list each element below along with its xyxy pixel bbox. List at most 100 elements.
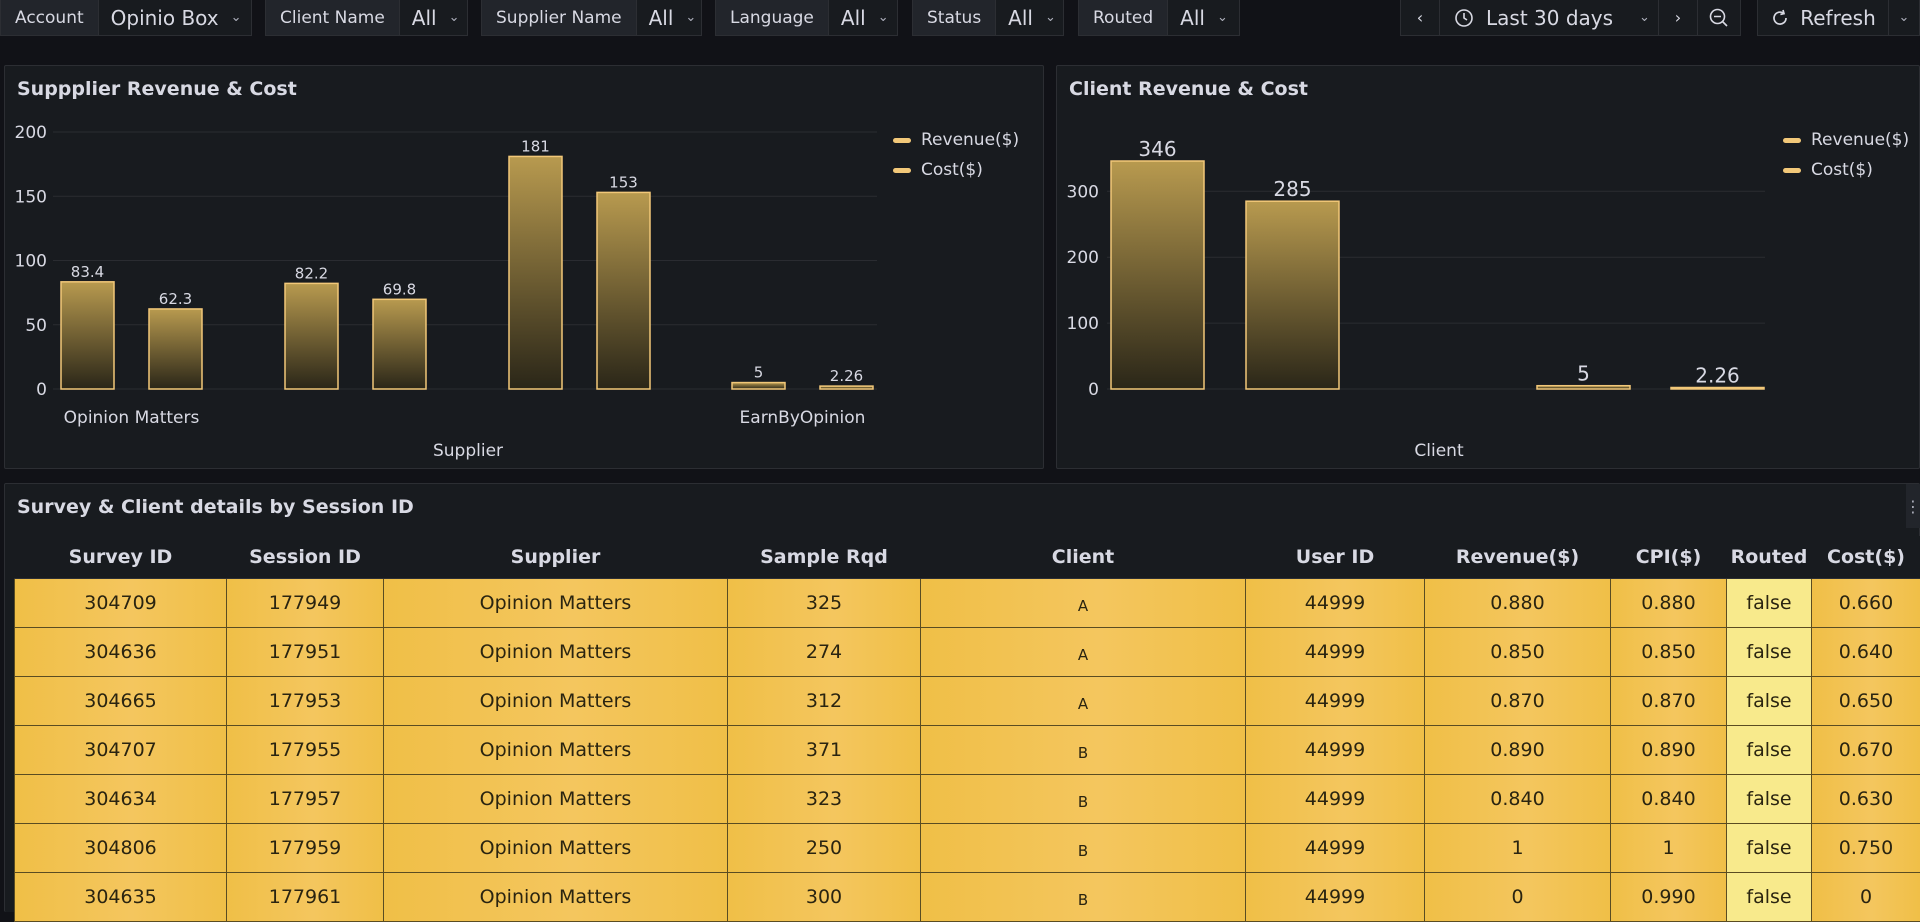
table-cell: false — [1727, 823, 1812, 872]
bar-revenue[interactable] — [1537, 386, 1630, 389]
column-header[interactable]: Routed — [1727, 536, 1812, 578]
filter-value: All — [412, 6, 437, 30]
bar-cost[interactable] — [597, 192, 650, 389]
bar-cost[interactable] — [820, 386, 873, 389]
table-cell: B — [921, 774, 1246, 823]
table-cell: 304635 — [15, 872, 227, 921]
chevron-down-icon: ⌄ — [231, 10, 242, 25]
filter-account: Account Opinio Box ⌄ — [0, 0, 252, 36]
table-cell: 177959 — [227, 823, 384, 872]
table-cell: 44999 — [1246, 627, 1425, 676]
column-header[interactable]: Sample Rqd — [728, 536, 921, 578]
column-header[interactable]: CPI($) — [1611, 536, 1727, 578]
bar-value-label: 5 — [754, 364, 764, 382]
bar-cost[interactable] — [1671, 388, 1764, 390]
bar-revenue[interactable] — [285, 283, 338, 389]
bar-value-label: 62.3 — [159, 290, 192, 308]
legend-swatch — [1783, 168, 1801, 173]
panel-menu-button[interactable]: ⋮ — [1906, 484, 1920, 528]
kebab-menu-icon: ⋮ — [1905, 497, 1920, 516]
table-cell: 0.890 — [1611, 725, 1727, 774]
table-cell: 44999 — [1246, 823, 1425, 872]
y-tick-label: 100 — [15, 252, 47, 272]
bar-value-label: 2.26 — [1695, 364, 1740, 388]
table-cell: 0.670 — [1812, 725, 1920, 774]
table-cell: 304709 — [15, 578, 227, 627]
table-cell: 304806 — [15, 823, 227, 872]
legend-item-cost[interactable]: Cost($) — [1783, 160, 1909, 180]
bar-value-label: 5 — [1577, 362, 1590, 386]
refresh-interval-dropdown[interactable]: ⌄ — [1888, 0, 1920, 36]
filter-dropdown-supplier-name[interactable]: All ⌄ — [637, 0, 709, 35]
legend-item-revenue[interactable]: Revenue($) — [1783, 130, 1909, 150]
filter-client-name: Client Name All ⌄ — [265, 0, 468, 36]
legend-item-revenue[interactable]: Revenue($) — [893, 130, 1019, 150]
column-header[interactable]: Supplier — [384, 536, 728, 578]
filter-dropdown-client-name[interactable]: All ⌄ — [400, 0, 472, 35]
column-header[interactable]: Survey ID — [15, 536, 227, 578]
column-header[interactable]: Cost($) — [1812, 536, 1920, 578]
zoom-out-button[interactable] — [1697, 0, 1741, 36]
y-tick-label: 100 — [1067, 314, 1099, 334]
table-cell: 0.890 — [1425, 725, 1611, 774]
bar-revenue[interactable] — [61, 282, 114, 389]
table-cell: Opinion Matters — [384, 676, 728, 725]
filter-dropdown-language[interactable]: All ⌄ — [829, 0, 901, 35]
table-cell: B — [921, 823, 1246, 872]
filter-dropdown-account[interactable]: Opinio Box ⌄ — [99, 0, 254, 35]
chevron-left-icon: ‹ — [1417, 8, 1423, 27]
y-tick-label: 200 — [15, 123, 47, 143]
table-cell: A — [921, 578, 1246, 627]
column-header[interactable]: Revenue($) — [1425, 536, 1611, 578]
table-cell: Opinion Matters — [384, 627, 728, 676]
time-range-label: Last 30 days — [1486, 6, 1613, 30]
refresh-button[interactable]: Refresh — [1757, 0, 1889, 36]
time-range-picker[interactable]: Last 30 days ⌄ — [1439, 0, 1659, 36]
table-cell: A — [921, 676, 1246, 725]
bar-revenue[interactable] — [509, 156, 562, 389]
table-cell: 300 — [728, 872, 921, 921]
time-forward-button[interactable]: › — [1658, 0, 1698, 36]
filter-bar: Account Opinio Box ⌄ Client Name All ⌄ S… — [0, 0, 1920, 36]
bar-cost[interactable] — [1246, 201, 1339, 389]
table-cell: 304634 — [15, 774, 227, 823]
table-cell: 0.880 — [1425, 578, 1611, 627]
legend-label: Cost($) — [1811, 160, 1873, 180]
table-cell: 0.990 — [1611, 872, 1727, 921]
column-header[interactable]: Client — [921, 536, 1246, 578]
legend-item-cost[interactable]: Cost($) — [893, 160, 1019, 180]
table-cell: 1 — [1611, 823, 1727, 872]
filter-dropdown-status[interactable]: All ⌄ — [996, 0, 1068, 35]
table-cell: 0.660 — [1812, 578, 1920, 627]
chevron-down-icon: ⌄ — [1899, 10, 1910, 25]
filter-dropdown-routed[interactable]: All ⌄ — [1168, 0, 1240, 35]
table-cell: 0 — [1812, 872, 1920, 921]
column-header[interactable]: User ID — [1246, 536, 1425, 578]
bar-cost[interactable] — [373, 299, 426, 389]
table-cell: 304665 — [15, 676, 227, 725]
column-header[interactable]: Session ID — [227, 536, 384, 578]
table-cell: 0.650 — [1812, 676, 1920, 725]
bar-revenue[interactable] — [732, 383, 785, 389]
legend-label: Cost($) — [921, 160, 983, 180]
chart-legend: Revenue($) Cost($) — [1783, 130, 1909, 180]
bar-revenue[interactable] — [1111, 161, 1204, 389]
bar-cost[interactable] — [149, 309, 202, 389]
table-cell: Opinion Matters — [384, 578, 728, 627]
table-cell: 44999 — [1246, 872, 1425, 921]
table-cell: 0 — [1425, 872, 1611, 921]
time-back-button[interactable]: ‹ — [1400, 0, 1440, 36]
table-cell: Opinion Matters — [384, 725, 728, 774]
zoom-out-icon — [1708, 7, 1730, 29]
